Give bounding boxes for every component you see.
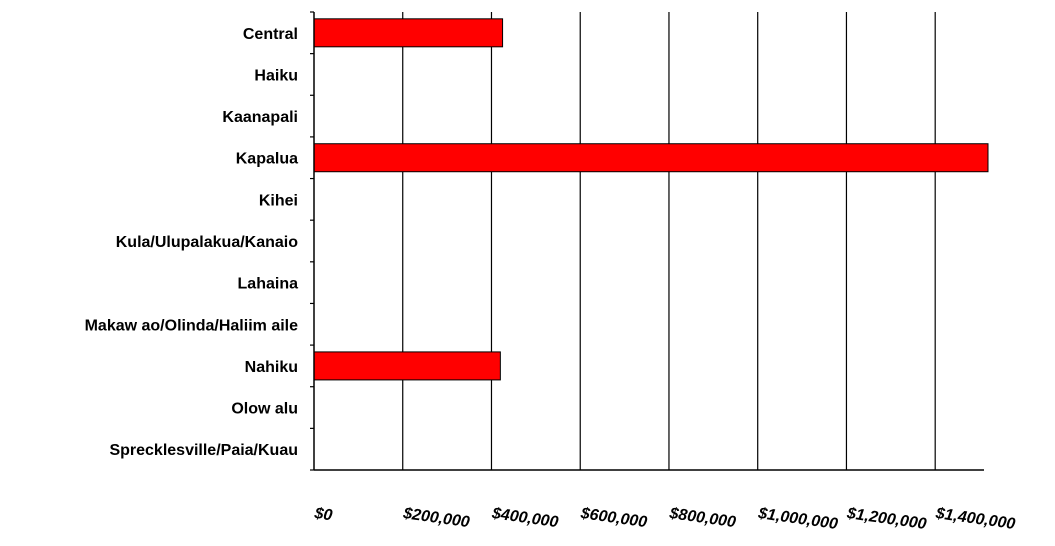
x-tick-label: $600,000: [579, 505, 649, 531]
bar: [313, 351, 501, 381]
bar: [313, 143, 989, 173]
bars: [313, 18, 989, 381]
axes: [310, 11, 984, 471]
x-tick-label: $1,200,000: [845, 505, 928, 533]
x-tick-label: $1,400,000: [934, 505, 1017, 533]
grid-lines: [402, 12, 936, 470]
x-tick-label: $1,000,000: [756, 505, 839, 533]
category-label: Kaanapali: [222, 109, 298, 126]
category-label: Kula/Ulupalakua/Kanaio: [116, 234, 298, 251]
category-label: Makaw ao/Olinda/Haliim aile: [85, 317, 299, 334]
category-label: Olow alu: [231, 401, 298, 418]
x-tick-label: $400,000: [490, 505, 560, 531]
x-tick-labels: $0 $200,000 $400,000 $600,000 $800,000 $1,000…: [312, 505, 1016, 533]
category-labels: Central Haiku Kaanapali Kapalua Kihei Kula/Ul…: [85, 26, 299, 459]
category-label: Nahiku: [245, 359, 298, 376]
category-label: Lahaina: [238, 276, 299, 293]
x-tick-label: $200,000: [401, 505, 471, 531]
category-label: Sprecklesville/Paia/Kuau: [109, 442, 298, 459]
bar: [313, 18, 504, 48]
category-label: Kihei: [259, 192, 298, 209]
category-label: Central: [243, 26, 298, 43]
x-tick-label: $800,000: [667, 505, 737, 531]
category-label: Haiku: [254, 67, 298, 84]
x-tick-label: $0: [312, 505, 333, 524]
category-label: Kapalua: [236, 151, 298, 168]
